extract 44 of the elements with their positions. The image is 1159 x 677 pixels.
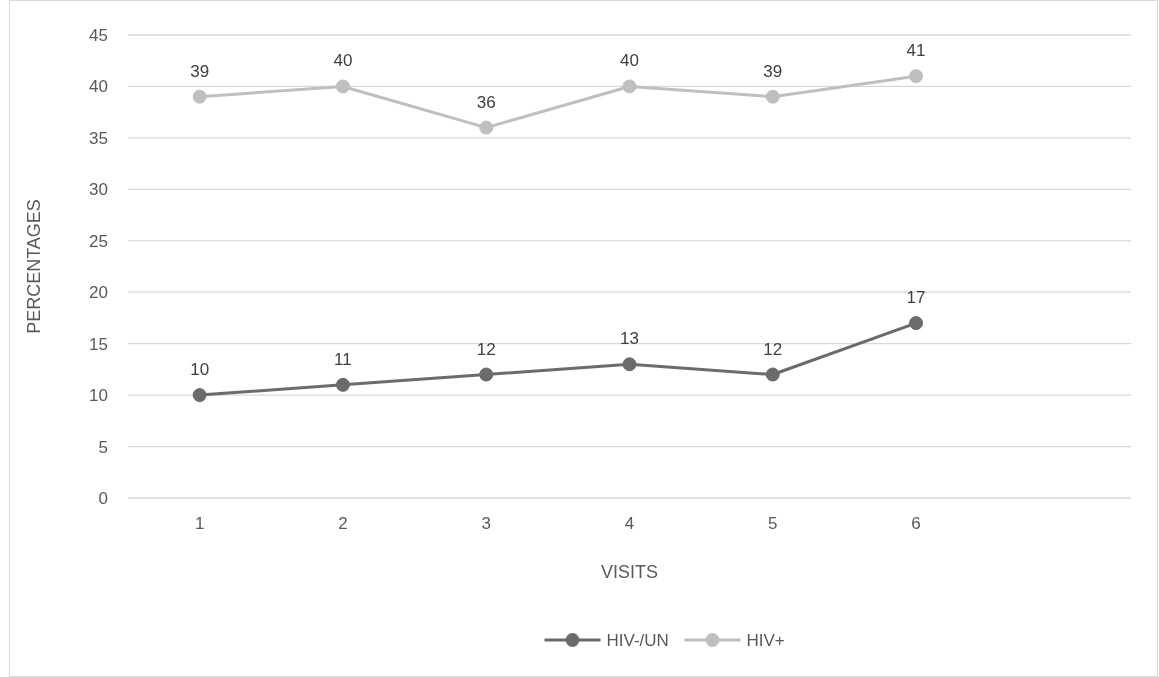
data-label: 41 [906, 41, 926, 61]
legend-label: HIV+ [746, 630, 785, 650]
y-tick-label: 20 [89, 283, 108, 303]
point [765, 89, 780, 104]
point [909, 316, 924, 331]
data-label: 40 [333, 51, 353, 71]
x-tick-label: 2 [338, 514, 348, 533]
point [622, 79, 637, 94]
data-label: 40 [620, 51, 639, 71]
x-tick-label: 5 [768, 514, 778, 533]
y-tick-label: 15 [89, 334, 108, 354]
point [192, 89, 207, 104]
point [192, 388, 207, 403]
data-label: 12 [763, 339, 783, 359]
data-label: 11 [334, 349, 352, 369]
legend-label: HIV-/UN [606, 630, 669, 650]
point [622, 357, 637, 372]
data-label: 36 [476, 92, 496, 112]
y-tick-label: 35 [89, 128, 108, 148]
y-axis-title: PERCENTAGES [24, 199, 44, 334]
data-label: 39 [190, 61, 210, 81]
data-label: 39 [763, 61, 783, 81]
data-label: 13 [620, 329, 639, 349]
y-tick-label: 0 [98, 488, 108, 508]
point [479, 367, 494, 382]
y-tick-label: 40 [89, 77, 108, 97]
y-tick-label: 25 [89, 231, 108, 251]
point [335, 79, 350, 94]
x-tick-label: 3 [481, 514, 491, 533]
data-label: 10 [190, 360, 210, 380]
point [479, 120, 494, 135]
point [335, 377, 350, 392]
y-tick-label: 10 [89, 386, 108, 406]
point [909, 69, 924, 84]
y-tick-label: 5 [98, 437, 108, 457]
data-label: 12 [476, 339, 496, 359]
x-tick-label: 1 [194, 514, 205, 533]
data-label: 17 [906, 288, 926, 308]
point [765, 367, 780, 382]
x-tick-label: 6 [911, 514, 921, 533]
x-axis-title: VISITS [600, 562, 659, 582]
y-tick-label: 45 [89, 25, 108, 45]
x-tick-label: 4 [624, 514, 635, 533]
y-tick-label: 30 [89, 180, 108, 200]
